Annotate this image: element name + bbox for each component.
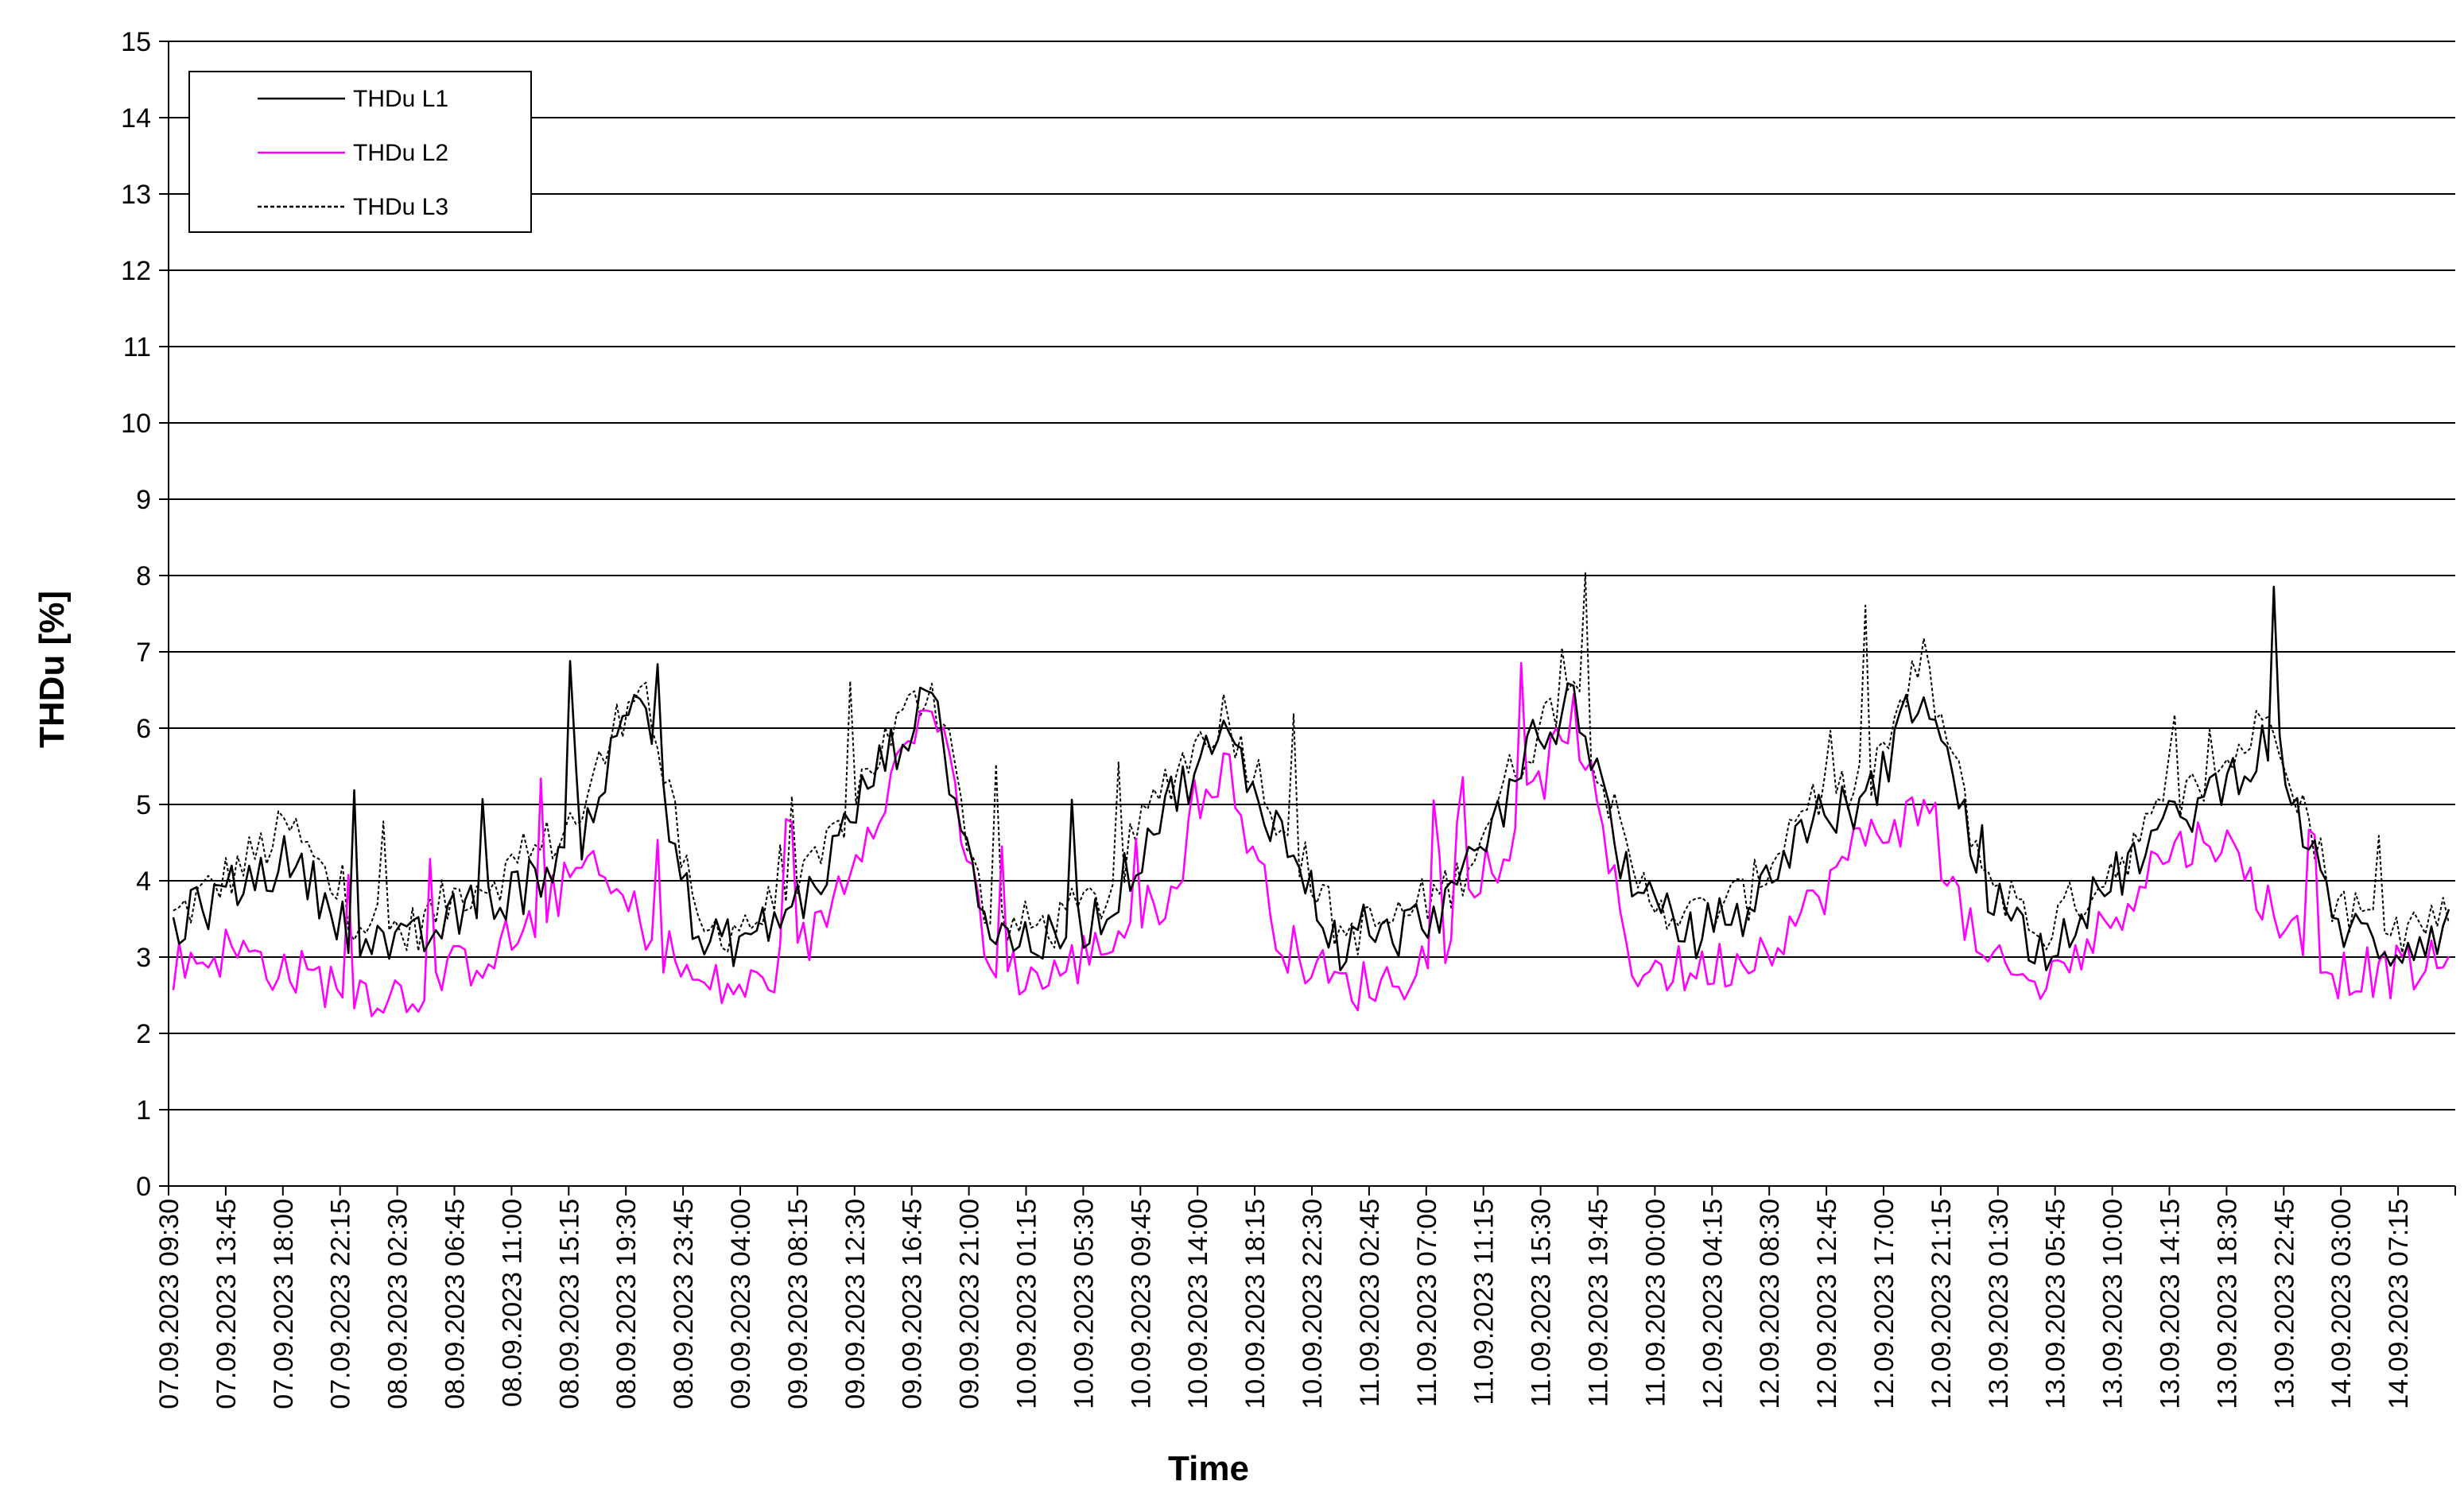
series-line-thdu-l1 bbox=[172, 585, 2450, 971]
legend: THDu L1 THDu L2 THDu L3 bbox=[188, 71, 532, 233]
x-tick-label: 11.09.2023 07:00 bbox=[1412, 1199, 1442, 1407]
x-tick-label: 10.09.2023 05:30 bbox=[1069, 1199, 1099, 1409]
legend-label: THDu L2 bbox=[353, 140, 448, 166]
x-tick-label: 13.09.2023 01:30 bbox=[1984, 1199, 2014, 1409]
y-axis-title: THDu [%] bbox=[33, 591, 72, 748]
x-tick-label: 13.09.2023 18:30 bbox=[2212, 1199, 2242, 1409]
x-tick-label: 09.09.2023 08:15 bbox=[783, 1199, 813, 1409]
y-tick-label: 12 bbox=[121, 256, 151, 286]
x-tick-label: 08.09.2023 02:30 bbox=[383, 1199, 413, 1409]
y-tick-label: 10 bbox=[121, 409, 151, 439]
y-tick-label: 13 bbox=[121, 180, 151, 210]
x-tick-label: 11.09.2023 02:45 bbox=[1355, 1199, 1385, 1407]
legend-label: THDu L1 bbox=[353, 86, 448, 112]
y-tick-label: 14 bbox=[121, 103, 151, 134]
y-tick-label: 11 bbox=[123, 332, 151, 362]
x-tick-label: 12.09.2023 12:45 bbox=[1812, 1199, 1842, 1409]
x-tick-label: 13.09.2023 05:45 bbox=[2041, 1199, 2071, 1409]
x-tick-label: 10.09.2023 14:00 bbox=[1183, 1199, 1213, 1409]
y-tick-label: 3 bbox=[136, 943, 151, 973]
x-tick-label: 12.09.2023 17:00 bbox=[1869, 1199, 1899, 1409]
x-tick-label: 12.09.2023 21:15 bbox=[1927, 1199, 1957, 1409]
series-layer bbox=[172, 572, 2450, 1017]
y-tick-label: 7 bbox=[136, 638, 151, 668]
x-tick-label: 12.09.2023 08:30 bbox=[1755, 1199, 1785, 1409]
x-tick-label: 08.09.2023 19:30 bbox=[611, 1199, 642, 1409]
y-tick-label: 1 bbox=[136, 1095, 151, 1126]
x-tick-label: 08.09.2023 15:15 bbox=[554, 1199, 584, 1409]
x-tick-label: 10.09.2023 22:30 bbox=[1298, 1199, 1328, 1409]
series-line-thdu-l3 bbox=[173, 572, 2450, 955]
horizontal-gridlines bbox=[169, 41, 2455, 1110]
x-tick-label: 09.09.2023 16:45 bbox=[898, 1199, 928, 1409]
x-tick-label: 10.09.2023 01:15 bbox=[1012, 1199, 1042, 1409]
x-tick-label: 11.09.2023 19:45 bbox=[1584, 1199, 1614, 1407]
y-tick-label: 9 bbox=[136, 485, 151, 515]
x-tick-label: 08.09.2023 06:45 bbox=[440, 1199, 471, 1409]
x-tick-label: 12.09.2023 04:15 bbox=[1698, 1199, 1728, 1409]
x-tick-label: 07.09.2023 09:30 bbox=[154, 1199, 184, 1409]
x-tick-label: 09.09.2023 21:00 bbox=[955, 1199, 985, 1409]
y-tick-label: 8 bbox=[136, 561, 151, 591]
y-tick-label: 0 bbox=[136, 1172, 151, 1202]
x-tick-label: 07.09.2023 22:15 bbox=[326, 1199, 356, 1409]
y-tick-label: 6 bbox=[136, 714, 151, 744]
y-tick-label: 4 bbox=[136, 866, 151, 897]
legend-box bbox=[188, 71, 532, 233]
x-tick-label: 07.09.2023 18:00 bbox=[269, 1199, 299, 1409]
x-tick-label: 14.09.2023 07:15 bbox=[2384, 1199, 2414, 1409]
x-tick-label: 08.09.2023 11:00 bbox=[497, 1199, 527, 1407]
y-tick-label: 5 bbox=[136, 790, 151, 820]
y-tick-label: 2 bbox=[136, 1019, 151, 1049]
x-tick-label: 08.09.2023 23:45 bbox=[669, 1199, 699, 1409]
x-tick-label: 10.09.2023 18:15 bbox=[1240, 1199, 1271, 1409]
x-tick-label: 11.09.2023 15:30 bbox=[1527, 1199, 1557, 1407]
x-tick-label: 11.09.2023 00:00 bbox=[1640, 1199, 1670, 1407]
x-tick-label: 10.09.2023 09:45 bbox=[1126, 1199, 1156, 1409]
x-tick-label: 13.09.2023 22:45 bbox=[2269, 1199, 2299, 1409]
x-tick-label: 09.09.2023 12:30 bbox=[840, 1199, 871, 1409]
x-tick-label: 07.09.2023 13:45 bbox=[211, 1199, 242, 1409]
series-line-thdu-l2 bbox=[172, 661, 2450, 1017]
x-axis-ticks: 07.09.2023 09:30 07.09.2023 13:45 07.09.20… bbox=[154, 1186, 2456, 1409]
x-tick-label: 14.09.2023 03:00 bbox=[2326, 1199, 2357, 1409]
x-tick-label: 13.09.2023 10:00 bbox=[2098, 1199, 2128, 1409]
x-tick-label: 09.09.2023 04:00 bbox=[726, 1199, 756, 1409]
x-tick-label: 11.09.2023 11:15 bbox=[1469, 1199, 1500, 1405]
y-tick-label: 15 bbox=[121, 27, 151, 57]
legend-label: THDu L3 bbox=[353, 194, 448, 220]
x-tick-label: 13.09.2023 14:15 bbox=[2156, 1199, 2186, 1409]
x-axis-title: Time bbox=[1168, 1449, 1249, 1488]
